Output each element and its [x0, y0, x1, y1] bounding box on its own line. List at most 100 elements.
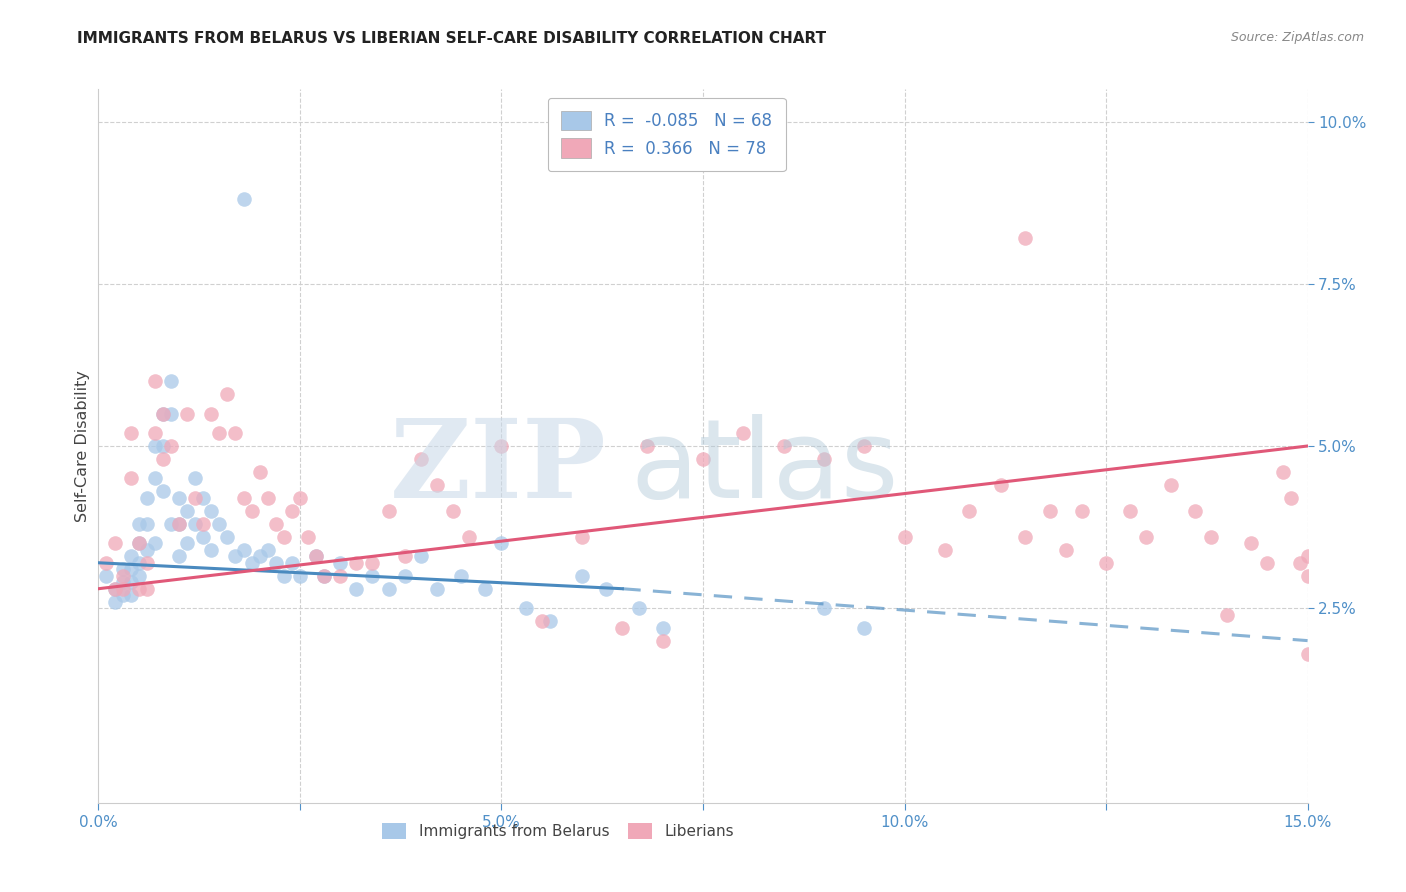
- Point: [772, 439, 794, 453]
- Point: [361, 568, 384, 582]
- Point: [458, 530, 481, 544]
- Point: [273, 530, 295, 544]
- Point: [103, 536, 125, 550]
- Point: [167, 549, 190, 564]
- Point: [135, 491, 157, 505]
- Point: [135, 556, 157, 570]
- Point: [120, 562, 142, 576]
- Point: [409, 452, 432, 467]
- Point: [208, 516, 231, 531]
- Point: [627, 601, 650, 615]
- Point: [193, 491, 215, 505]
- Point: [853, 439, 876, 453]
- Point: [426, 582, 449, 596]
- Point: [232, 193, 254, 207]
- Point: [128, 516, 150, 531]
- Point: [450, 568, 472, 582]
- Point: [1095, 556, 1118, 570]
- Point: [128, 536, 150, 550]
- Point: [1281, 491, 1303, 505]
- Point: [143, 374, 166, 388]
- Point: [152, 407, 174, 421]
- Point: [249, 465, 271, 479]
- Point: [394, 568, 416, 582]
- Point: [249, 549, 271, 564]
- Point: [288, 491, 311, 505]
- Point: [377, 504, 399, 518]
- Point: [636, 439, 658, 453]
- Point: [990, 478, 1012, 492]
- Point: [120, 588, 142, 602]
- Point: [571, 530, 593, 544]
- Point: [128, 556, 150, 570]
- Point: [344, 556, 367, 570]
- Point: [1014, 530, 1036, 544]
- Point: [329, 556, 352, 570]
- Point: [111, 575, 134, 590]
- Point: [111, 582, 134, 596]
- Point: [515, 601, 537, 615]
- Point: [143, 471, 166, 485]
- Point: [120, 575, 142, 590]
- Point: [491, 439, 513, 453]
- Point: [1070, 504, 1092, 518]
- Point: [1160, 478, 1182, 492]
- Point: [1296, 549, 1319, 564]
- Point: [893, 530, 915, 544]
- Point: [256, 491, 278, 505]
- Point: [224, 549, 246, 564]
- Point: [530, 614, 553, 628]
- Point: [273, 568, 295, 582]
- Point: [184, 516, 207, 531]
- Point: [1296, 568, 1319, 582]
- Point: [103, 582, 125, 596]
- Point: [152, 439, 174, 453]
- Point: [426, 478, 449, 492]
- Point: [128, 568, 150, 582]
- Point: [813, 452, 835, 467]
- Point: [208, 425, 231, 440]
- Point: [160, 374, 183, 388]
- Point: [167, 516, 190, 531]
- Point: [1135, 530, 1157, 544]
- Point: [1199, 530, 1222, 544]
- Point: [934, 542, 956, 557]
- Point: [305, 549, 328, 564]
- Point: [1296, 647, 1319, 661]
- Point: [176, 407, 198, 421]
- Point: [176, 504, 198, 518]
- Text: Source: ZipAtlas.com: Source: ZipAtlas.com: [1230, 31, 1364, 45]
- Point: [240, 556, 263, 570]
- Point: [692, 452, 714, 467]
- Point: [651, 633, 673, 648]
- Point: [120, 549, 142, 564]
- Point: [305, 549, 328, 564]
- Point: [288, 568, 311, 582]
- Point: [135, 582, 157, 596]
- Point: [377, 582, 399, 596]
- Legend: Immigrants from Belarus, Liberians: Immigrants from Belarus, Liberians: [375, 817, 740, 845]
- Point: [264, 516, 287, 531]
- Point: [474, 582, 496, 596]
- Point: [361, 556, 384, 570]
- Point: [595, 582, 617, 596]
- Point: [329, 568, 352, 582]
- Point: [612, 621, 634, 635]
- Point: [111, 562, 134, 576]
- Point: [143, 425, 166, 440]
- Point: [1039, 504, 1062, 518]
- Point: [1014, 231, 1036, 245]
- Point: [103, 595, 125, 609]
- Point: [193, 530, 215, 544]
- Point: [409, 549, 432, 564]
- Point: [160, 439, 183, 453]
- Point: [184, 471, 207, 485]
- Point: [184, 491, 207, 505]
- Text: ZIP: ZIP: [389, 414, 606, 521]
- Point: [240, 504, 263, 518]
- Point: [651, 621, 673, 635]
- Point: [441, 504, 464, 518]
- Point: [200, 504, 222, 518]
- Point: [160, 407, 183, 421]
- Point: [152, 407, 174, 421]
